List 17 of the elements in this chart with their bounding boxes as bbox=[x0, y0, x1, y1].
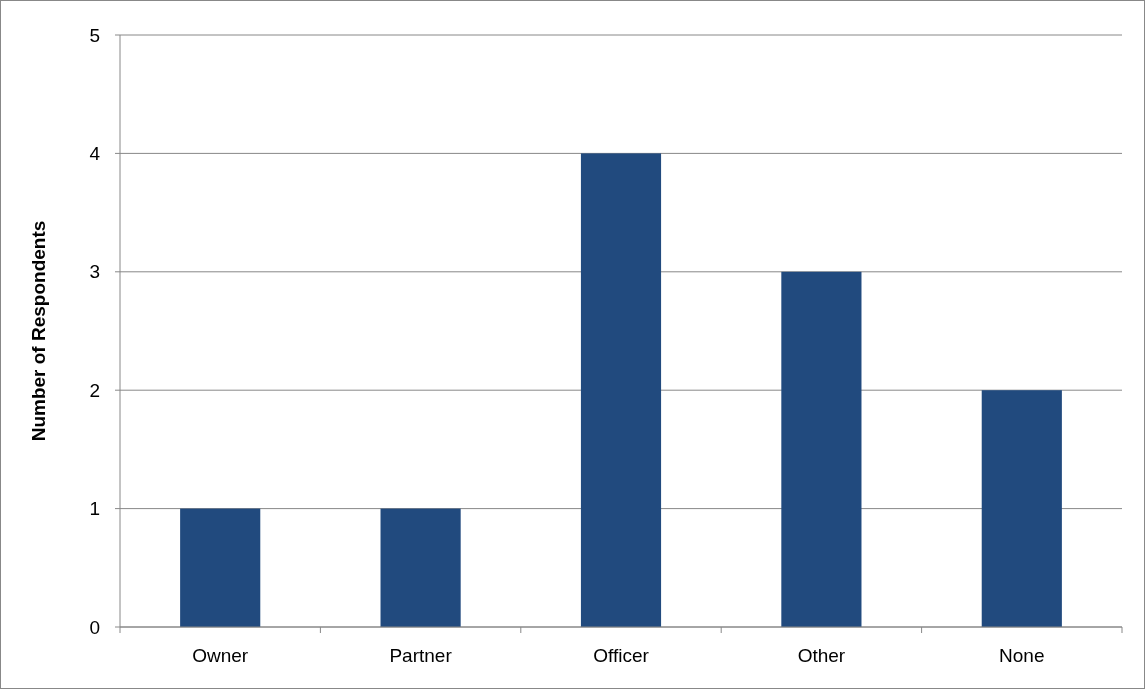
y-tick-label: 3 bbox=[89, 261, 100, 283]
x-tick-label: Officer bbox=[593, 645, 650, 666]
bar bbox=[180, 508, 261, 627]
bar bbox=[781, 271, 862, 627]
bar bbox=[380, 508, 461, 627]
y-tick-label: 1 bbox=[89, 498, 100, 520]
bar bbox=[981, 390, 1062, 627]
y-axis-title: Number of Respondents bbox=[28, 220, 49, 442]
y-tick-label: 5 bbox=[89, 24, 100, 46]
y-tick-label: 4 bbox=[89, 143, 101, 165]
x-tick-label: None bbox=[999, 645, 1045, 666]
x-tick-label: Other bbox=[797, 645, 846, 666]
bar bbox=[580, 153, 662, 627]
y-tick-label: 0 bbox=[89, 616, 100, 638]
x-tick-label: Owner bbox=[192, 645, 249, 666]
x-tick-label: Partner bbox=[389, 645, 453, 666]
y-tick-label: 2 bbox=[89, 379, 100, 401]
